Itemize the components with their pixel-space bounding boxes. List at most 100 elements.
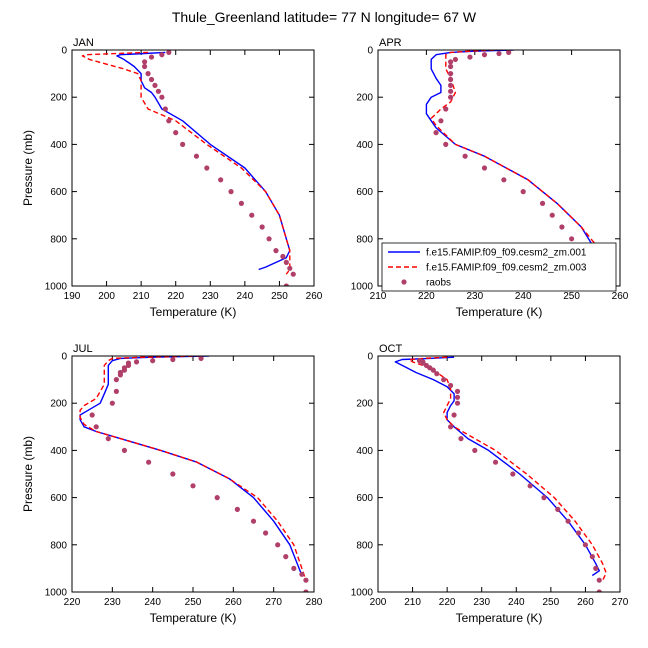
x-tick-label: 270: [265, 597, 282, 608]
panel-frame: [71, 49, 315, 287]
raobs-point: [121, 367, 128, 373]
raobs-point: [214, 495, 220, 501]
series-group: [394, 356, 607, 592]
raobs-point: [438, 118, 444, 124]
x-tick-label: 240: [237, 291, 254, 302]
raobs-point: [596, 589, 602, 592]
x-tick-label: 250: [271, 291, 288, 302]
x-axis-label: Temperature (K): [150, 305, 237, 319]
panel-title: JUL: [73, 343, 93, 355]
y-tick-label: 400: [356, 140, 373, 151]
y-tick-label: 0: [367, 46, 373, 57]
x-tick-label: 230: [104, 597, 121, 608]
x-tick-label: 250: [563, 291, 580, 302]
series-group: [79, 356, 309, 592]
legend-marker-raobs: [401, 279, 407, 285]
raobs-point: [555, 506, 561, 512]
model-001-line: [425, 50, 607, 270]
x-tick-label: 260: [306, 291, 323, 302]
y-tick-label: 200: [356, 93, 373, 104]
y-tick-label: 600: [356, 187, 373, 198]
panel-frame: [377, 355, 621, 593]
raobs-point: [145, 71, 151, 77]
raobs-point: [472, 447, 478, 453]
raobs-point: [575, 530, 582, 536]
x-tick-label: 230: [473, 597, 490, 608]
legend-label: f.e15.FAMIP.f09_f09.cesm2_zm.003: [426, 263, 587, 274]
x-tick-label: 220: [418, 291, 435, 302]
raobs-point: [506, 50, 512, 55]
raobs-point: [454, 394, 461, 400]
y-tick-label: 200: [356, 399, 373, 410]
raobs-point: [290, 271, 296, 277]
raobs-point: [228, 189, 234, 195]
x-tick-label: 240: [508, 597, 525, 608]
raobs-point: [458, 436, 464, 442]
raobs-point: [448, 82, 454, 88]
x-tick-label: 200: [370, 597, 387, 608]
y-tick-label: 1000: [45, 282, 68, 293]
raobs-point: [218, 177, 224, 183]
x-tick-label: 270: [612, 597, 629, 608]
model-001-line: [116, 51, 291, 271]
raobs-point: [133, 359, 140, 365]
panel-title: JAN: [73, 37, 94, 49]
x-tick-label: 250: [185, 597, 202, 608]
raobs-point: [448, 71, 454, 77]
x-tick-label: 230: [202, 291, 219, 302]
raobs-point: [589, 554, 595, 560]
raobs-point: [451, 412, 457, 418]
raobs-point: [448, 94, 454, 100]
raobs-point: [148, 76, 155, 83]
panel-frame: [71, 355, 315, 593]
raobs-point: [565, 518, 571, 524]
raobs-point: [510, 471, 516, 477]
raobs-point: [481, 165, 488, 171]
raobs-point: [275, 542, 281, 548]
y-axis-label: Pressure (mb): [21, 130, 35, 206]
raobs-point: [283, 554, 289, 560]
raobs-point: [283, 283, 289, 286]
model-001-line: [79, 356, 303, 576]
raobs-point: [452, 56, 459, 63]
raobs-point: [142, 63, 148, 70]
y-tick-label: 400: [50, 446, 67, 457]
raobs-point: [549, 212, 555, 218]
x-tick-label: 190: [64, 291, 81, 302]
x-axis-label: Temperature (K): [150, 611, 237, 625]
y-tick-label: 400: [50, 140, 67, 151]
raobs-point: [303, 577, 309, 583]
raobs-point: [166, 50, 172, 55]
raobs-point: [193, 153, 200, 159]
raobs-point: [299, 571, 305, 577]
raobs-point: [520, 189, 526, 195]
raobs-point: [283, 259, 289, 265]
raobs-point: [280, 253, 286, 260]
x-axis-label: Temperature (K): [456, 611, 543, 625]
y-tick-label: 1000: [351, 282, 374, 293]
x-tick-label: 230: [466, 291, 483, 302]
legend-label: raobs: [426, 278, 451, 289]
x-tick-label: 220: [167, 291, 184, 302]
raobs-point: [569, 236, 575, 242]
raobs-point: [448, 424, 454, 430]
panel-jul: 220 230 240 250 260 270 280 0 200 400 600 800 1000 JU…: [21, 343, 323, 625]
raobs-point: [155, 88, 162, 94]
raobs-point: [105, 436, 111, 442]
raobs-point: [273, 248, 279, 254]
raobs-point: [481, 52, 488, 58]
raobs-point: [190, 483, 196, 489]
raobs-point: [448, 76, 454, 83]
panel-title: OCT: [379, 343, 403, 355]
raobs-point: [148, 54, 155, 60]
y-tick-label: 1000: [351, 588, 374, 599]
x-tick-label: 220: [439, 597, 456, 608]
raobs-point: [162, 106, 168, 112]
raobs-point: [434, 371, 440, 377]
raobs-point: [113, 388, 119, 394]
x-tick-label: 260: [577, 597, 594, 608]
raobs-point: [462, 153, 468, 159]
x-axis-label: Temperature (K): [456, 305, 543, 319]
y-tick-label: 400: [356, 446, 373, 457]
raobs-point: [501, 177, 507, 183]
